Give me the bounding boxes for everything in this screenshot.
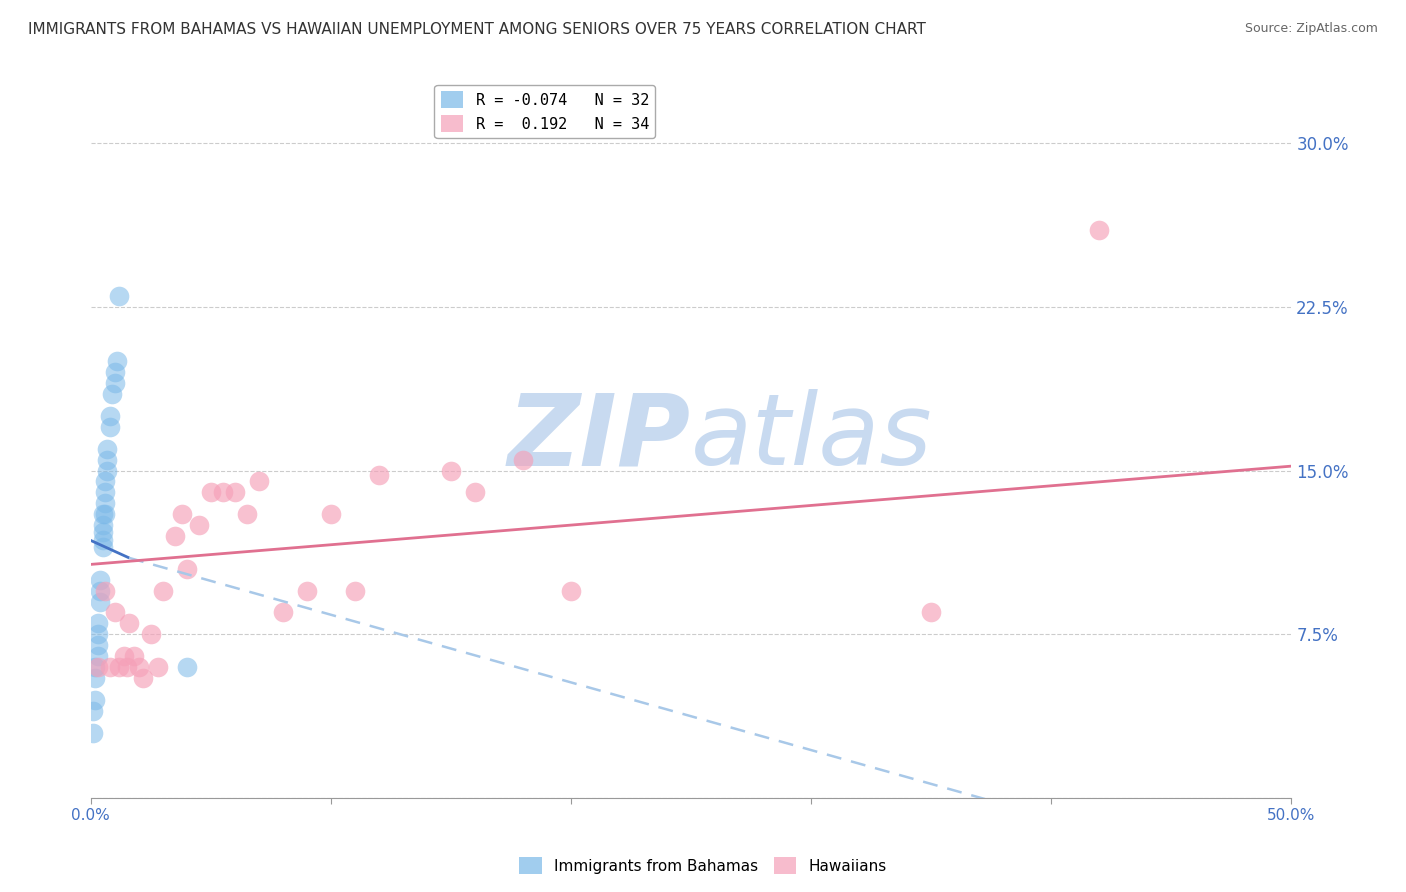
Point [94, 496, 117, 510]
Point [96, 452, 118, 467]
Point [187, 518, 209, 533]
Point [295, 583, 318, 598]
Point [104, 376, 127, 391]
Point [89, 583, 111, 598]
Text: ZIP: ZIP [508, 389, 690, 486]
Point [94, 583, 117, 598]
Point [94, 475, 117, 489]
Point [319, 507, 342, 521]
Point [271, 606, 294, 620]
Point [464, 485, 486, 500]
Point [87, 616, 110, 631]
Point [176, 660, 198, 674]
Point [560, 583, 582, 598]
Point [104, 606, 127, 620]
Point [104, 365, 127, 379]
Point [89, 573, 111, 587]
Point [91, 518, 114, 533]
Legend: Immigrants from Bahamas, Hawaiians: Immigrants from Bahamas, Hawaiians [513, 851, 893, 880]
Point [170, 507, 193, 521]
Point [87, 660, 110, 674]
Point [91, 540, 114, 554]
Point [200, 485, 222, 500]
Point [512, 452, 534, 467]
Point [211, 485, 233, 500]
Text: Source: ZipAtlas.com: Source: ZipAtlas.com [1244, 22, 1378, 36]
Point [224, 485, 246, 500]
Point [101, 387, 124, 401]
Point [98, 420, 121, 434]
Point [105, 354, 128, 368]
Point [139, 627, 162, 641]
Point [163, 529, 186, 543]
Text: IMMIGRANTS FROM BAHAMAS VS HAWAIIAN UNEMPLOYMENT AMONG SENIORS OVER 75 YEARS COR: IMMIGRANTS FROM BAHAMAS VS HAWAIIAN UNEM… [28, 22, 927, 37]
Point [247, 475, 270, 489]
Point [367, 467, 389, 482]
Point [84, 660, 107, 674]
Point [94, 507, 117, 521]
Point [128, 660, 150, 674]
Point [132, 671, 155, 685]
Point [920, 606, 942, 620]
Point [84, 693, 107, 707]
Point [87, 627, 110, 641]
Point [87, 649, 110, 664]
Point [94, 485, 117, 500]
Point [82, 725, 104, 739]
Text: atlas: atlas [690, 389, 932, 486]
Point [1088, 223, 1111, 237]
Point [87, 638, 110, 652]
Point [108, 289, 131, 303]
Point [82, 704, 104, 718]
Point [91, 524, 114, 539]
Point [343, 583, 366, 598]
Point [152, 583, 174, 598]
Point [91, 507, 114, 521]
Point [440, 463, 463, 477]
Point [89, 594, 111, 608]
Point [96, 463, 118, 477]
Point [235, 507, 257, 521]
Point [115, 660, 138, 674]
Point [108, 660, 131, 674]
Point [176, 562, 198, 576]
Point [84, 671, 107, 685]
Point [98, 660, 121, 674]
Point [146, 660, 169, 674]
Point [96, 442, 118, 456]
Point [118, 616, 141, 631]
Point [112, 649, 135, 664]
Point [98, 409, 121, 423]
Point [122, 649, 145, 664]
Point [91, 533, 114, 548]
Legend: R = -0.074   N = 32, R =  0.192   N = 34: R = -0.074 N = 32, R = 0.192 N = 34 [434, 85, 655, 138]
